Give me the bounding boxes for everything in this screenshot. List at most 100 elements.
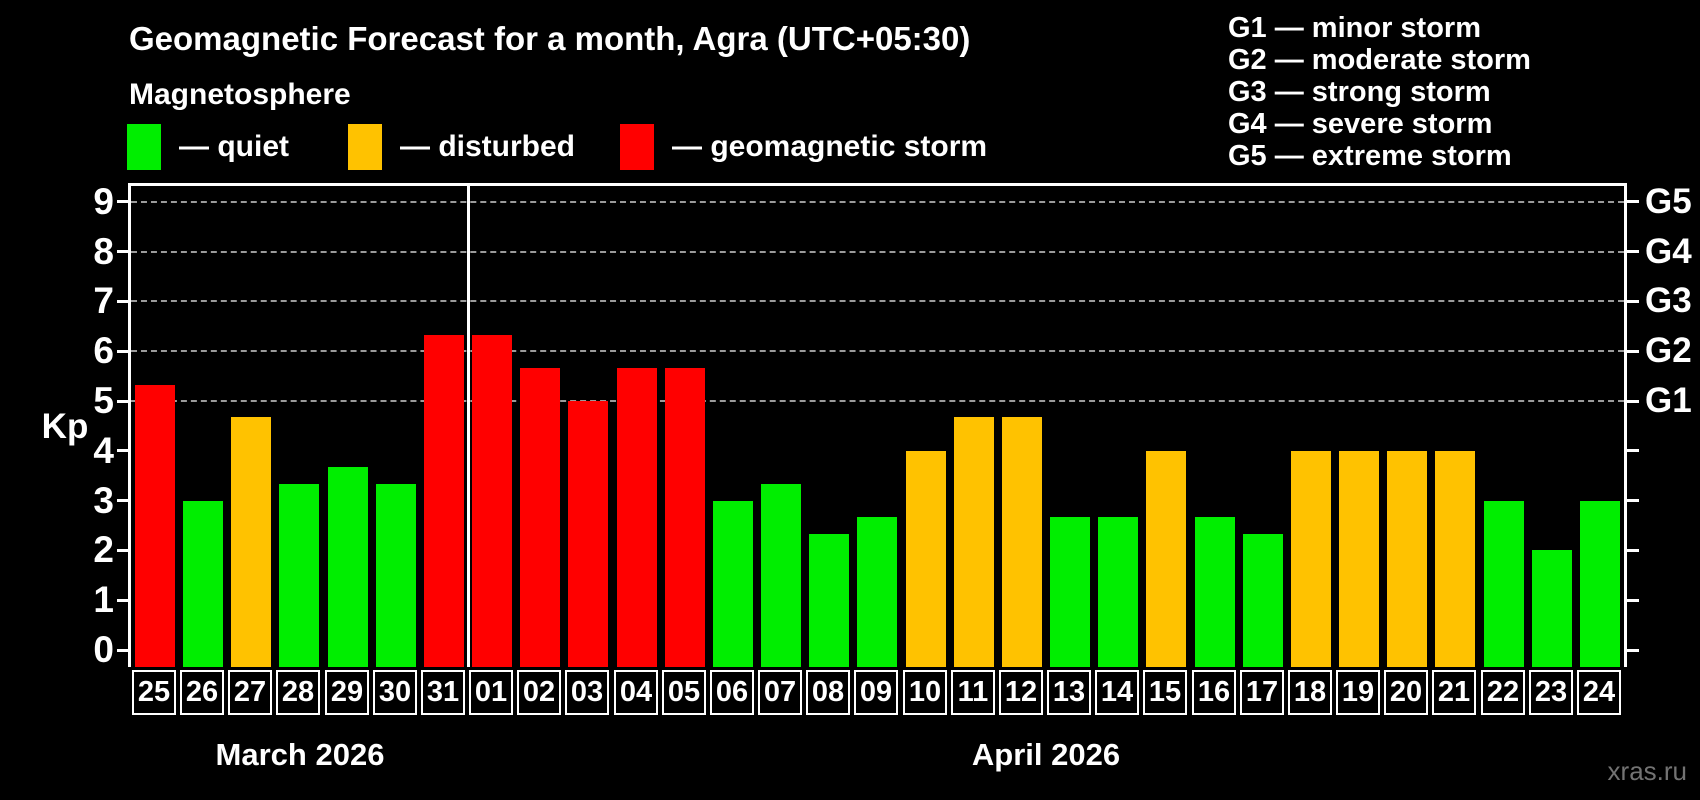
storm-label: — geomagnetic storm xyxy=(672,130,988,163)
g-axis-tick xyxy=(1627,200,1639,203)
kp-bar-day-20 xyxy=(1387,451,1427,667)
day-cell-22: 22 xyxy=(1481,670,1525,715)
g5-legend-line: G5 — extreme storm xyxy=(1228,140,1512,172)
month-separator xyxy=(467,186,470,667)
day-cell-11: 11 xyxy=(951,670,995,715)
day-cell-20: 20 xyxy=(1384,670,1428,715)
day-cell-31: 31 xyxy=(421,670,465,715)
kp-axis-label-7: 7 xyxy=(93,280,114,321)
day-cell-12: 12 xyxy=(999,670,1043,715)
kp-bar-day-11 xyxy=(954,417,994,667)
day-cell-15: 15 xyxy=(1143,670,1187,715)
day-cell-14: 14 xyxy=(1095,670,1139,715)
disturbed-label: — disturbed xyxy=(400,130,576,163)
kp-bar-day-14 xyxy=(1098,517,1138,667)
g-axis-label-g2: G2 xyxy=(1645,331,1692,370)
day-cell-24: 24 xyxy=(1577,670,1621,715)
day-cell-06: 06 xyxy=(710,670,754,715)
kp-bar-day-13 xyxy=(1050,517,1090,667)
kp-axis-tick xyxy=(117,400,128,403)
kp-bar-day-02 xyxy=(520,368,560,667)
kp-bar-day-18 xyxy=(1291,451,1331,667)
legend-item-disturbed: — disturbed xyxy=(348,123,575,171)
disturbed-color-swatch xyxy=(348,124,382,170)
kp-bar-day-07 xyxy=(761,484,801,667)
day-cell-05: 05 xyxy=(662,670,706,715)
kp-bar-day-01 xyxy=(472,335,512,667)
kp-axis-label-0: 0 xyxy=(93,629,114,670)
day-cell-19: 19 xyxy=(1336,670,1380,715)
day-cell-30: 30 xyxy=(373,670,417,715)
day-cell-08: 08 xyxy=(806,670,850,715)
kp-axis-tick xyxy=(117,449,128,452)
day-cell-18: 18 xyxy=(1288,670,1332,715)
kp-bar-day-09 xyxy=(857,517,897,667)
day-cell-23: 23 xyxy=(1529,670,1573,715)
kp-axis-tick xyxy=(117,649,128,652)
kp-bar-day-19 xyxy=(1339,451,1379,667)
g-axis-tick xyxy=(1627,300,1639,303)
storm-color-swatch xyxy=(620,124,654,170)
kp-bar-day-21 xyxy=(1435,451,1475,667)
day-cell-26: 26 xyxy=(180,670,224,715)
day-cell-07: 07 xyxy=(758,670,802,715)
legend-item-storm: — geomagnetic storm xyxy=(620,123,987,171)
kp-axis-label-1: 1 xyxy=(93,579,114,620)
kp-axis-label-9: 9 xyxy=(93,181,114,222)
g2-legend-line: G2 — moderate storm xyxy=(1228,44,1531,76)
kp-bar-day-12 xyxy=(1002,417,1042,667)
day-cell-21: 21 xyxy=(1432,670,1476,715)
day-cell-09: 09 xyxy=(854,670,898,715)
month-label-april: April 2026 xyxy=(971,737,1121,772)
kp-axis-tick xyxy=(117,499,128,502)
kp-axis-label-5: 5 xyxy=(93,380,114,421)
kp-axis-label-2: 2 xyxy=(93,529,114,570)
grid-line-kp7 xyxy=(131,300,1624,302)
kp-axis-tick xyxy=(117,250,128,253)
quiet-color-swatch xyxy=(127,124,161,170)
day-cell-02: 02 xyxy=(517,670,561,715)
day-cell-17: 17 xyxy=(1240,670,1284,715)
kp-bar-day-24 xyxy=(1580,501,1620,667)
kp-bar-day-04 xyxy=(617,368,657,667)
kp-bar-day-31 xyxy=(424,335,464,667)
watermark: xras.ru xyxy=(1607,756,1687,786)
month-label-march: March 2026 xyxy=(215,737,385,772)
g-axis-label-g1: G1 xyxy=(1645,381,1692,420)
day-cell-25: 25 xyxy=(132,670,176,715)
kp-bar-day-30 xyxy=(376,484,416,667)
g-axis-label-g4: G4 xyxy=(1645,232,1692,271)
kp-bar-day-28 xyxy=(279,484,319,667)
kp-bar-day-27 xyxy=(231,417,271,667)
plot-area xyxy=(128,183,1627,667)
kp-bar-day-17 xyxy=(1243,534,1283,667)
kp-axis-tick xyxy=(117,350,128,353)
g-axis-tick xyxy=(1627,250,1639,253)
g-axis-tick xyxy=(1627,599,1639,602)
grid-line-kp5 xyxy=(131,400,1624,402)
g-axis-tick xyxy=(1627,400,1639,403)
grid-line-kp9 xyxy=(131,201,1624,203)
kp-axis-label-8: 8 xyxy=(93,231,114,272)
kp-bar-day-25 xyxy=(135,385,175,667)
day-cell-10: 10 xyxy=(903,670,947,715)
chart-subtitle: Magnetosphere xyxy=(129,78,351,111)
kp-axis-label-6: 6 xyxy=(93,330,114,371)
g-scale-legend: G1 — minor storm G2 — moderate storm G3 … xyxy=(1228,12,1531,172)
g-axis-tick xyxy=(1627,549,1639,552)
g1-legend-line: G1 — minor storm xyxy=(1228,12,1481,44)
g3-legend-line: G3 — strong storm xyxy=(1228,76,1491,108)
day-cell-01: 01 xyxy=(469,670,513,715)
kp-axis-tick xyxy=(117,200,128,203)
g-axis-tick xyxy=(1627,449,1639,452)
kp-bar-day-16 xyxy=(1195,517,1235,667)
day-cell-28: 28 xyxy=(276,670,320,715)
day-cell-13: 13 xyxy=(1047,670,1091,715)
kp-axis-label-3: 3 xyxy=(93,480,114,521)
kp-axis-tick xyxy=(117,549,128,552)
kp-bar-day-29 xyxy=(328,467,368,667)
kp-bar-day-26 xyxy=(183,501,223,667)
day-cell-03: 03 xyxy=(565,670,609,715)
g-axis-tick xyxy=(1627,499,1639,502)
